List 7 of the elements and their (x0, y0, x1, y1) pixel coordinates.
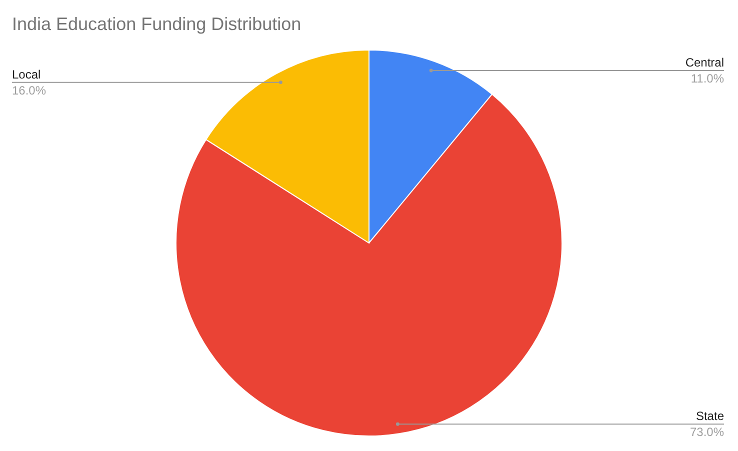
slice-label: Local (12, 67, 41, 82)
data-label: 16.0% (12, 83, 46, 98)
slice-label: Central (685, 55, 724, 70)
slice-label: State (696, 409, 724, 424)
data-label: 11.0% (690, 71, 724, 86)
data-label: 73.0% (690, 425, 724, 440)
chart-title: India Education Funding Distribution (12, 14, 302, 34)
